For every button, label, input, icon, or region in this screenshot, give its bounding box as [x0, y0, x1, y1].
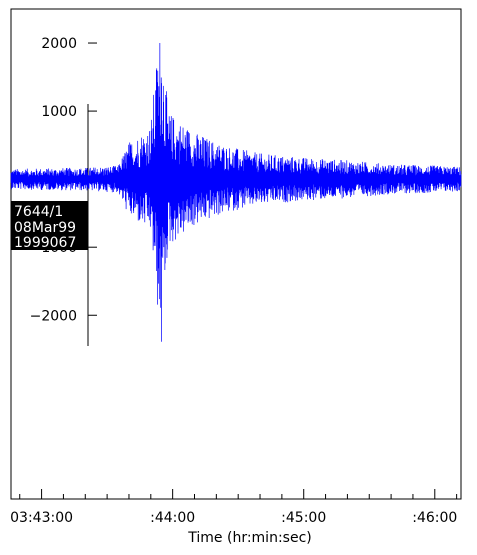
- trace-label-date: 08Mar99: [14, 220, 76, 236]
- plot-frame: [10, 8, 462, 500]
- y-tick-label: 2000: [41, 36, 77, 52]
- seismic-trace: [10, 43, 462, 342]
- trace-line: [10, 43, 462, 342]
- trace-label-background: [11, 201, 88, 250]
- x-tick-label: 03:43:00: [10, 510, 73, 526]
- x-tick-label: :46:00: [412, 510, 457, 526]
- y-tick-label: 1000: [41, 104, 77, 120]
- x-tick-label: :45:00: [281, 510, 326, 526]
- trace-label-box: 7644/1 08Mar99 1999067: [11, 201, 88, 251]
- x-tick-label: :44:00: [150, 510, 195, 526]
- trace-label-station: 7644/1: [14, 204, 63, 220]
- x-ticks: 03:43:00 :44:00 :45:00 :46:00: [10, 489, 457, 526]
- x-axis-title: Time (hr:min:sec): [187, 530, 311, 546]
- trace-label-julian: 1999067: [14, 235, 76, 251]
- y-tick-label: −2000: [30, 308, 77, 324]
